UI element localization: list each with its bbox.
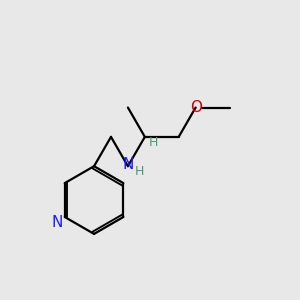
Text: H: H — [149, 136, 158, 149]
Text: H: H — [134, 165, 144, 178]
Text: N: N — [52, 215, 63, 230]
Text: N: N — [122, 157, 134, 172]
Text: O: O — [190, 100, 202, 115]
